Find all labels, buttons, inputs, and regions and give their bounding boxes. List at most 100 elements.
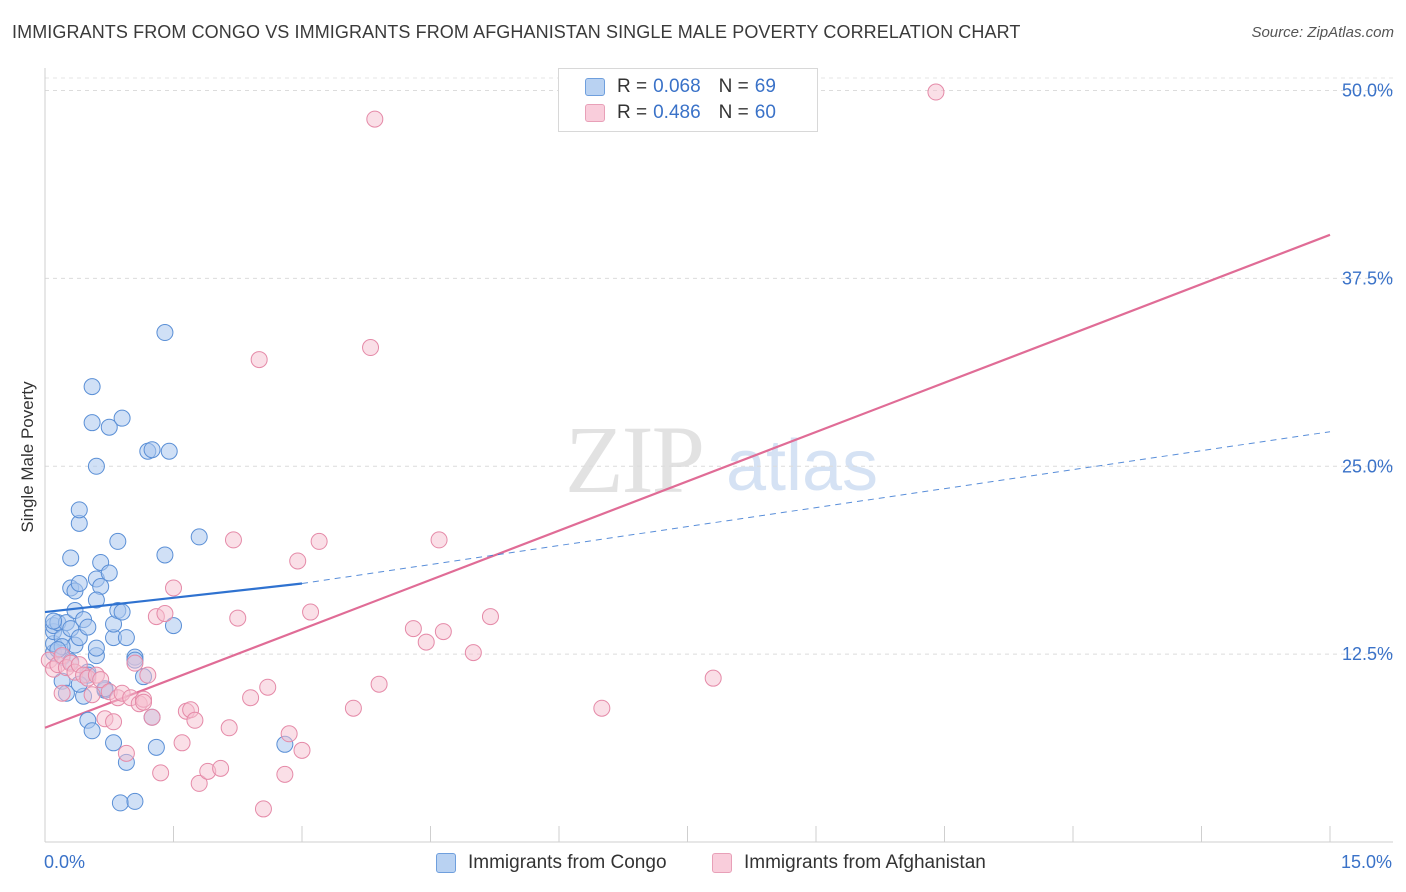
legend-n-value: 69 [754, 76, 776, 97]
congo-point [160, 442, 178, 460]
x-tick-min: 0.0% [44, 852, 86, 872]
afghanistan-point [242, 689, 260, 707]
congo-point [87, 639, 105, 657]
chart-title: IMMIGRANTS FROM CONGO VS IMMIGRANTS FROM… [12, 22, 1021, 42]
legend-item-congo: Immigrants from Congo [436, 852, 667, 874]
afghanistan-point [404, 620, 422, 638]
afghanistan-points [40, 83, 945, 818]
legend-label-congo: Immigrants from Congo [468, 852, 667, 873]
congo-point [156, 324, 174, 342]
congo-trend-extension [301, 431, 1331, 584]
afghanistan-point [212, 759, 230, 777]
afghanistan-point [83, 686, 101, 704]
congo-point [70, 501, 88, 519]
afghanistan-point [362, 339, 380, 357]
afghanistan-point [156, 605, 174, 623]
afghanistan-point [593, 699, 611, 717]
afghanistan-point [434, 623, 452, 641]
legend-n-value: 60 [754, 102, 776, 123]
afghanistan-point [126, 654, 144, 672]
legend-swatch-congo [436, 853, 456, 873]
afghanistan-trend-line [44, 233, 1331, 729]
grid-lines [45, 77, 1393, 655]
afghanistan-point [53, 684, 71, 702]
x-tick-max: 15.0% [1340, 852, 1392, 872]
congo-point [111, 794, 129, 812]
legend-swatch-congo [585, 78, 605, 96]
y-tick-label: 25.0% [1342, 456, 1393, 476]
axes [44, 68, 1393, 843]
legend-r-label: R = [617, 76, 648, 97]
congo-point [156, 546, 174, 564]
afghanistan-trend-group [44, 233, 1331, 729]
legend-swatch-afghanistan [585, 104, 605, 122]
afghanistan-point [704, 669, 722, 687]
afghanistan-point [370, 675, 388, 693]
congo-point [87, 457, 105, 475]
congo-point [45, 612, 63, 630]
legend-r-value: 0.486 [653, 102, 701, 123]
afghanistan-point [173, 734, 191, 752]
afghanistan-point [143, 708, 161, 726]
afghanistan-point [366, 110, 384, 128]
afghanistan-point [135, 693, 153, 711]
congo-point [62, 549, 80, 567]
congo-point [70, 574, 88, 592]
y-tick-label: 12.5% [1342, 644, 1393, 664]
afghanistan-point [139, 666, 157, 684]
afghanistan-point [220, 719, 238, 737]
congo-point [117, 629, 135, 647]
afghanistan-point [186, 711, 204, 729]
afghanistan-point [276, 765, 294, 783]
congo-point [143, 441, 161, 459]
legend-n-label: N = [718, 76, 749, 97]
legend-n-label: N = [718, 102, 749, 123]
afghanistan-point [117, 744, 135, 762]
congo-points [45, 324, 294, 812]
congo-point [109, 532, 127, 550]
afghanistan-point [310, 532, 328, 550]
congo-point [83, 722, 101, 740]
afghanistan-point [190, 774, 208, 792]
y-tick-label: 37.5% [1342, 268, 1393, 288]
congo-point [113, 603, 131, 621]
legend-r-value: 0.068 [653, 76, 701, 97]
legend-r-label: R = [617, 102, 648, 123]
congo-point [126, 792, 144, 810]
afghanistan-point [293, 741, 311, 759]
series-legend: Immigrants from Congo Immigrants from Af… [0, 852, 1406, 876]
congo-point [105, 734, 123, 752]
y-tick-label: 50.0% [1342, 81, 1393, 101]
afghanistan-point [105, 713, 123, 731]
afghanistan-point [430, 531, 448, 549]
afghanistan-point [289, 552, 307, 570]
afghanistan-point [224, 531, 242, 549]
congo-point [190, 528, 208, 546]
source-label: Source: ZipAtlas.com [1251, 24, 1394, 41]
afghanistan-point [250, 351, 268, 369]
legend-item-afghanistan: Immigrants from Afghanistan [712, 852, 986, 874]
afghanistan-point [344, 699, 362, 717]
y-tick-labels: 12.5% 25.0% 37.5% 50.0% [1342, 81, 1393, 665]
congo-point [100, 418, 118, 436]
congo-point [165, 617, 182, 635]
congo-trend-group [44, 431, 1331, 614]
afghanistan-point [152, 764, 170, 782]
congo-point [83, 378, 101, 396]
legend-swatch-afghanistan [712, 853, 732, 873]
congo-point [79, 618, 97, 636]
afghanistan-point [302, 603, 320, 621]
legend-row-congo: R = 0.068 N = 69 [585, 75, 776, 99]
afghanistan-point [481, 608, 499, 626]
afghanistan-point [92, 671, 110, 689]
watermark-zip: ZIP [565, 406, 703, 513]
afghanistan-point [254, 800, 272, 818]
congo-point [83, 414, 101, 432]
congo-trend-line [44, 582, 303, 614]
congo-point [147, 738, 165, 756]
zipatlas-watermark: ZIP atlas [565, 406, 878, 513]
afghanistan-point [165, 579, 182, 597]
legend-row-afghanistan: R = 0.486 N = 60 [585, 101, 776, 125]
afghanistan-point [927, 83, 945, 101]
